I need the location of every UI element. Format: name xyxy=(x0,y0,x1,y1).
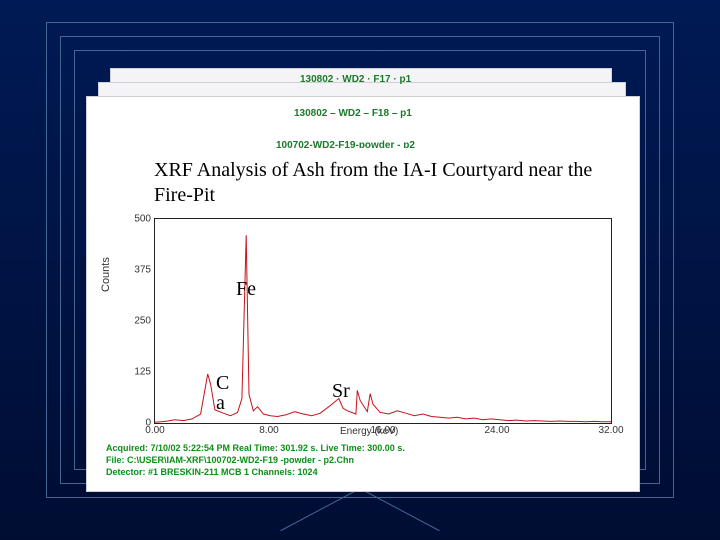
panel-header-2: 130802 – WD2 – F18 – p1 xyxy=(294,108,412,119)
y-tick: 500 xyxy=(117,214,155,225)
peak-label: Fe xyxy=(236,278,256,301)
x-tick: 8.00 xyxy=(259,423,278,436)
slide-stage: 130802 · WD2 · F17 · p1 130802 – WD2 – F… xyxy=(0,0,720,540)
acquisition-metadata: Acquired: 7/10/02 5:22:54 PM Real Time: … xyxy=(106,442,405,478)
y-tick: 125 xyxy=(117,367,155,378)
y-tick: 250 xyxy=(117,316,155,327)
x-tick: 32.00 xyxy=(598,423,623,436)
x-axis-label: Energy (keV) xyxy=(340,426,398,437)
meta-line-3: Detector: #1 BRESKIN-211 MCB 1 Channels:… xyxy=(106,466,405,478)
peak-label: Sr xyxy=(332,380,350,403)
panel-header-1: 130802 · WD2 · F17 · p1 xyxy=(300,74,411,85)
meta-line-1: Acquired: 7/10/02 5:22:54 PM Real Time: … xyxy=(106,442,405,454)
x-tick: 24.00 xyxy=(484,423,509,436)
meta-line-2: File: C:\USER\IAM-XRF\100702-WD2-F19 -po… xyxy=(106,454,405,466)
y-axis-label: Counts xyxy=(100,257,112,292)
chart-title: XRF Analysis of Ash from the IA-I Courty… xyxy=(150,156,608,210)
y-tick: 375 xyxy=(117,265,155,276)
peak-label: a xyxy=(216,392,225,415)
x-tick: 0.00 xyxy=(145,423,164,436)
